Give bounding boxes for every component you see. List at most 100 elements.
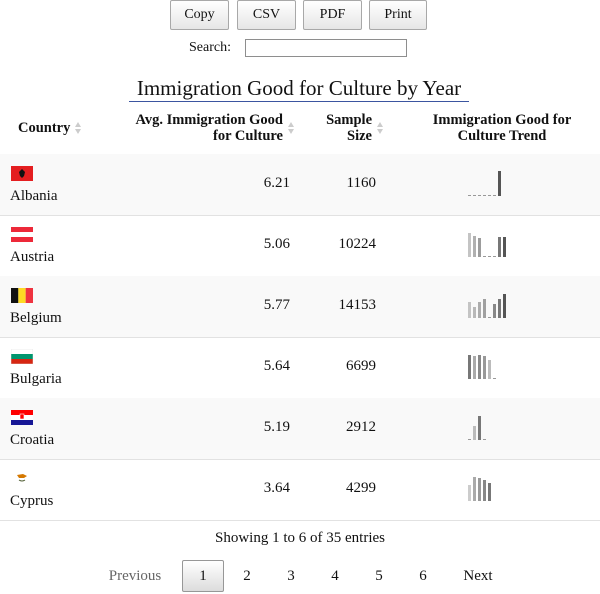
sample-size: 10224 [338,236,377,252]
table-row: Albania 6.21 1160 [0,154,600,216]
trend-bar [483,299,486,318]
column-header-size-line1: Sample [326,112,372,128]
next-page-button[interactable]: Next [463,567,493,584]
column-header-trend-line1: Immigration Good for [432,112,572,128]
csv-button[interactable]: CSV [237,0,296,30]
avg-value: 5.77 [263,297,290,313]
pagination: Previous 1 2 3 4 5 6 Next [0,558,600,594]
trend-bar-empty [488,317,491,318]
trend-bar-empty [493,195,496,196]
column-header-size-line2: Size [347,128,372,144]
export-toolbar: Copy CSV PDF Print [0,0,600,32]
table-row: Bulgaria 5.64 6699 [0,337,600,399]
trend-bar-empty [468,439,471,440]
table-caption: Immigration Good for Culture by Year [129,76,469,102]
trend-sparkline [468,477,491,501]
page-button-4[interactable]: 4 [331,567,339,584]
avg-value: 6.21 [263,175,290,191]
page-button-5[interactable]: 5 [375,567,383,584]
trend-bar [503,237,506,257]
belgium-flag-icon [11,288,33,303]
page-button-1[interactable]: 1 [182,560,224,592]
sort-icon [288,122,294,134]
table-row: Cyprus 3.64 4299 [0,459,600,521]
trend-bar [468,485,471,501]
avg-value: 5.06 [263,236,290,252]
page-button-6[interactable]: 6 [419,567,427,584]
trend-bar-empty [483,195,486,196]
column-header-trend-line2: Culture Trend [457,128,547,144]
trend-bar [473,236,476,257]
trend-bar [473,477,476,501]
country-name: Albania [10,188,58,204]
trend-bar [488,483,491,501]
trend-bar-empty [468,195,471,196]
page-button-2[interactable]: 2 [243,567,251,584]
trend-bar [478,238,481,257]
country-name: Croatia [10,432,55,448]
column-header-avg[interactable]: Avg. Immigration Good for Culture [117,102,295,154]
column-header-avg-line2: for Culture [213,128,283,144]
column-header-size[interactable]: Sample Size [300,102,384,154]
trend-bar [498,171,501,196]
trend-bar [478,355,481,379]
trend-bar-empty [493,378,496,379]
trend-sparkline [468,294,506,318]
table-header: Country Avg. Immigration Good for Cultur… [0,102,600,155]
trend-bar-empty [493,256,496,257]
country-name: Cyprus [10,493,54,509]
sort-icon [377,122,383,134]
avg-value: 5.19 [263,419,290,435]
trend-bar-empty [483,439,486,440]
trend-bar-empty [483,256,486,257]
column-header-avg-line1: Avg. Immigration Good [135,112,283,128]
country-name: Austria [10,249,55,265]
sample-size: 6699 [346,358,376,374]
column-header-trend[interactable]: Immigration Good for Culture Trend [408,102,596,154]
avg-value: 3.64 [263,480,290,496]
cyprus-flag-icon [11,471,33,486]
previous-page-button[interactable]: Previous [108,567,162,584]
trend-bar [473,356,476,379]
austria-flag-icon [11,227,33,242]
trend-bar [503,294,506,318]
trend-bar-empty [473,195,476,196]
pdf-button[interactable]: PDF [303,0,362,30]
trend-bar [488,360,491,379]
trend-bar [478,478,481,501]
croatia-flag-icon [11,410,33,425]
trend-bar [468,355,471,379]
trend-bar [498,237,501,257]
bulgaria-flag-icon [11,349,33,364]
table-info: Showing 1 to 6 of 35 entries [215,530,385,546]
trend-sparkline [468,233,506,257]
copy-button[interactable]: Copy [170,0,229,30]
sample-size: 4299 [346,480,376,496]
search-bar: Search: [0,38,600,60]
trend-sparkline [468,171,501,196]
search-input[interactable] [245,39,407,57]
sample-size: 14153 [338,297,377,313]
trend-bar-empty [488,256,491,257]
albania-flag-icon [11,166,33,181]
sample-size: 2912 [346,419,376,435]
trend-bar-empty [488,195,491,196]
print-button[interactable]: Print [369,0,427,30]
trend-sparkline [468,355,496,379]
trend-bar [473,426,476,440]
sample-size: 1160 [346,175,376,191]
trend-bar [468,233,471,257]
trend-bar [478,416,481,440]
column-header-country-label: Country [18,120,71,136]
trend-bar [483,356,486,379]
trend-bar [498,299,501,318]
page-button-3[interactable]: 3 [287,567,295,584]
trend-bar [493,304,496,318]
avg-value: 5.64 [263,358,290,374]
table-row: Austria 5.06 10224 [0,215,600,277]
country-name: Belgium [10,310,62,326]
trend-sparkline [468,416,486,440]
column-header-country[interactable]: Country [18,102,82,154]
country-name: Bulgaria [10,371,62,387]
sort-icon [75,122,82,134]
